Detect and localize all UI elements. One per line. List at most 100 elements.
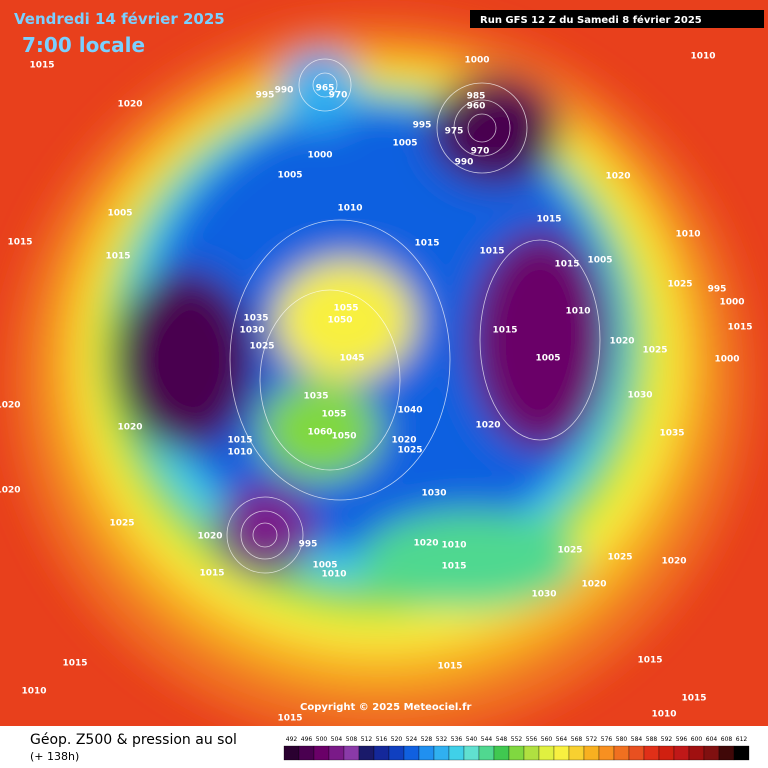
scale-cell xyxy=(448,745,465,761)
scale-cell xyxy=(298,745,315,761)
isobar-label: 1050 xyxy=(331,432,356,442)
scale-cell xyxy=(373,745,390,761)
scale-label: 572 xyxy=(586,736,598,743)
scale-label: 504 xyxy=(331,736,343,743)
scale-label: 556 xyxy=(526,736,538,743)
isobar-label: 1055 xyxy=(333,304,358,314)
scale-cell xyxy=(418,745,435,761)
scale-cell xyxy=(658,745,675,761)
isobar-label: 1020 xyxy=(0,401,21,411)
isobar-label: 1015 xyxy=(554,260,579,270)
isobar-label: 1015 xyxy=(105,252,130,262)
isobar-label: 1005 xyxy=(587,256,612,266)
scale-cell xyxy=(358,745,375,761)
forecast-date: Vendredi 14 février 2025 xyxy=(14,10,225,28)
color-scale: 492 496 500 504 508 512 516 520 524 528 532 536 540 5… xyxy=(283,736,750,761)
isobar-label: 1020 xyxy=(475,421,500,431)
isobar-label: 1015 xyxy=(681,694,706,704)
scale-label: 580 xyxy=(616,736,628,743)
isobar-label: 1010 xyxy=(441,541,466,551)
scale-label: 608 xyxy=(721,736,733,743)
isobar-label: 1015 xyxy=(536,215,561,225)
scale-label: 592 xyxy=(661,736,673,743)
isobar-label: 1050 xyxy=(327,316,352,326)
scale-cell xyxy=(508,745,525,761)
map-field xyxy=(0,0,768,740)
isobar-label: 1010 xyxy=(565,307,590,317)
isobar-label: 1000 xyxy=(307,151,332,161)
isobar-label: 990 xyxy=(275,86,294,96)
isobar-label: 1055 xyxy=(321,410,346,420)
isobar-label: 1015 xyxy=(414,239,439,249)
scale-label: 540 xyxy=(466,736,478,743)
isobar-label: 1015 xyxy=(227,436,252,446)
isobar-label: 1020 xyxy=(0,486,21,496)
isobar-label: 995 xyxy=(256,91,275,101)
scale-cell xyxy=(328,745,345,761)
run-info: Run GFS 12 Z du Samedi 8 février 2025 xyxy=(480,14,702,26)
isobar-label: 1005 xyxy=(107,209,132,219)
isobar-label: 1010 xyxy=(21,687,46,697)
scale-cell xyxy=(598,745,615,761)
isobar-label: 1010 xyxy=(227,448,252,458)
isobar-label: 965 xyxy=(316,84,335,94)
scale-label: 528 xyxy=(421,736,433,743)
scale-label: 576 xyxy=(601,736,613,743)
isobar-label: 1025 xyxy=(607,553,632,563)
legend-title: Géop. Z500 & pression au sol xyxy=(30,732,237,748)
scale-label: 548 xyxy=(496,736,508,743)
scale-cell xyxy=(523,745,540,761)
scale-label: 584 xyxy=(631,736,643,743)
scale-cell xyxy=(643,745,660,761)
isobar-label: 1015 xyxy=(479,247,504,257)
isobar-label: 1015 xyxy=(437,662,462,672)
isobar-label: 1025 xyxy=(397,446,422,456)
isobar-label: 1015 xyxy=(277,714,302,724)
isobar-label: 1025 xyxy=(667,280,692,290)
isobar-label: 1010 xyxy=(690,52,715,62)
isobar-label: 975 xyxy=(445,127,464,137)
isobar-label: 970 xyxy=(471,147,490,157)
scale-cell xyxy=(673,745,690,761)
isobar-label: 1030 xyxy=(627,391,652,401)
isobar-label: 1040 xyxy=(397,406,422,416)
isobar-label: 1020 xyxy=(605,172,630,182)
isobar-label: 1005 xyxy=(312,561,337,571)
scale-cell xyxy=(463,745,480,761)
scale-cell xyxy=(313,745,330,761)
isobar-label: 1010 xyxy=(675,230,700,240)
isobar-label: 1000 xyxy=(714,355,739,365)
isobar-label: 1015 xyxy=(441,562,466,572)
scale-cell xyxy=(343,745,360,761)
scale-cell xyxy=(703,745,720,761)
scale-cell xyxy=(388,745,405,761)
scale-label: 520 xyxy=(391,736,403,743)
isobar-label: 1010 xyxy=(321,570,346,580)
isobar-label: 1035 xyxy=(243,314,268,324)
scale-label: 536 xyxy=(451,736,463,743)
isobar-label: 1020 xyxy=(581,580,606,590)
isobar-label: 985 xyxy=(467,92,486,102)
forecast-time: 7:00 locale xyxy=(22,33,145,57)
scale-cell xyxy=(718,745,735,761)
scale-cell xyxy=(433,745,450,761)
isobar-label: 1015 xyxy=(727,323,752,333)
isobar-label: 1030 xyxy=(239,326,264,336)
scale-label: 500 xyxy=(316,736,328,743)
isobar-label: 995 xyxy=(299,540,318,550)
isobar-label: 1015 xyxy=(62,659,87,669)
isobar-label: 995 xyxy=(708,285,727,295)
scale-label: 600 xyxy=(691,736,703,743)
scale-label: 560 xyxy=(541,736,553,743)
isobar-label: 1005 xyxy=(392,139,417,149)
scale-cell xyxy=(628,745,645,761)
isobar-label: 970 xyxy=(329,91,348,101)
isobar-label: 1020 xyxy=(661,557,686,567)
isobar-label: 1025 xyxy=(109,519,134,529)
scale-label: 544 xyxy=(481,736,493,743)
scale-label: 516 xyxy=(376,736,388,743)
scale-cell xyxy=(538,745,555,761)
scale-cell xyxy=(493,745,510,761)
